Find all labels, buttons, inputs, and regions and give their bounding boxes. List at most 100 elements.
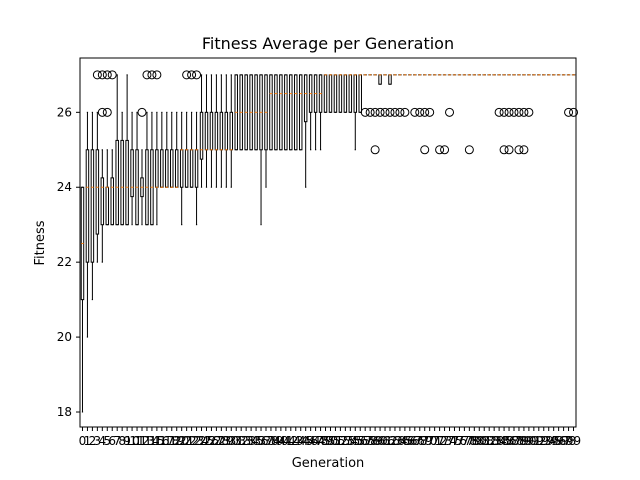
chart-title: Fitness Average per Generation xyxy=(202,34,454,53)
box-gen-84 xyxy=(494,74,504,117)
outlier-point xyxy=(97,107,107,117)
x-tick-label: 28 xyxy=(214,434,229,448)
box-gen-10 xyxy=(130,111,134,226)
x-tick-label: 62 xyxy=(382,434,397,448)
box-gen-20 xyxy=(179,111,184,226)
outlier-point xyxy=(400,107,410,117)
x-tick-label: 47 xyxy=(308,434,323,448)
box-gen-70 xyxy=(425,74,435,117)
x-tick-label: 84 xyxy=(491,434,506,448)
box-gen-18 xyxy=(170,111,174,188)
x-tick-label: 94 xyxy=(541,434,556,448)
box-gen-50 xyxy=(328,74,333,113)
outlier-point xyxy=(360,107,370,117)
outlier-point xyxy=(102,70,112,80)
box-gen-13 xyxy=(142,70,152,226)
outlier-point xyxy=(410,107,420,117)
outlier-point xyxy=(519,145,529,155)
box-gen-37 xyxy=(264,74,268,188)
x-tick-label: 90 xyxy=(521,434,536,448)
x-tick-label: 70 xyxy=(422,434,437,448)
box-gen-54 xyxy=(348,74,353,113)
box-gen-58 xyxy=(365,74,375,117)
box-gen-62 xyxy=(385,74,395,117)
outlier-point xyxy=(514,145,524,155)
outlier-point xyxy=(375,107,385,117)
box-gen-7 xyxy=(115,74,119,226)
x-tick-label: 86 xyxy=(501,434,516,448)
x-tick-label: 3 xyxy=(94,434,102,448)
x-tick-label: 48 xyxy=(313,434,328,448)
box-gen-27 xyxy=(214,74,219,188)
x-tick-label: 32 xyxy=(234,434,249,448)
outlier-point xyxy=(464,145,474,155)
box-body xyxy=(298,74,303,151)
box-gen-30 xyxy=(229,74,234,188)
x-tick-label: 77 xyxy=(457,434,472,448)
x-tick-label: 92 xyxy=(531,434,546,448)
box-gen-3 xyxy=(92,70,102,263)
x-tick-label: 0 xyxy=(79,434,87,448)
x-tick-label: 82 xyxy=(482,434,497,448)
x-tick-label: 81 xyxy=(477,434,492,448)
x-tick-label: 18 xyxy=(164,434,179,448)
box-gen-73 xyxy=(440,74,450,155)
x-tick-label: 98 xyxy=(561,434,576,448)
box-body xyxy=(289,74,293,151)
x-tick-label: 58 xyxy=(363,434,378,448)
box-gen-48 xyxy=(318,74,323,151)
box-gen-14 xyxy=(147,70,157,226)
box-gen-21 xyxy=(182,70,192,188)
x-tick-label: 10 xyxy=(124,434,139,448)
outlier-point xyxy=(107,70,117,80)
box-gen-28 xyxy=(219,74,224,188)
box-gen-16 xyxy=(160,111,164,188)
x-tick-label: 11 xyxy=(129,434,144,448)
x-tick-label: 85 xyxy=(496,434,511,448)
box-gen-25 xyxy=(204,74,209,188)
x-tick-label: 26 xyxy=(204,434,219,448)
x-tick-label: 95 xyxy=(546,434,561,448)
box-gen-35 xyxy=(254,74,258,151)
y-tick-label: 22 xyxy=(57,255,72,269)
outlier-point xyxy=(435,145,445,155)
outlier-point xyxy=(380,107,390,117)
box-body xyxy=(120,139,124,226)
x-tick-label: 33 xyxy=(239,434,254,448)
y-tick-label: 20 xyxy=(57,330,72,344)
box-gen-17 xyxy=(165,111,169,188)
box-gen-78 xyxy=(464,74,474,155)
box-body xyxy=(95,149,100,235)
x-tick-label: 23 xyxy=(189,434,204,448)
box-gen-1 xyxy=(85,111,90,338)
box-gen-88 xyxy=(514,74,524,155)
box-gen-57 xyxy=(360,74,370,117)
box-body xyxy=(130,149,134,198)
box-gen-40 xyxy=(279,74,283,151)
box-body xyxy=(199,111,204,160)
box-gen-9 xyxy=(125,74,129,226)
y-tick-label: 24 xyxy=(57,180,72,194)
box-gen-33 xyxy=(244,74,248,151)
outlier-point xyxy=(142,70,152,80)
box-gen-90 xyxy=(524,74,534,117)
box-gen-60 xyxy=(375,74,385,117)
x-tick-label: 71 xyxy=(427,434,442,448)
box-gen-15 xyxy=(152,70,162,226)
x-tick-label: 41 xyxy=(278,434,293,448)
x-tick-label: 37 xyxy=(258,434,273,448)
box-gen-45 xyxy=(303,74,308,188)
outlier-point xyxy=(370,107,380,117)
box-gen-11 xyxy=(135,111,139,226)
x-tick-label: 45 xyxy=(298,434,313,448)
x-tick-label: 44 xyxy=(293,434,308,448)
x-tick-label: 43 xyxy=(288,434,303,448)
x-tick-label: 25 xyxy=(199,434,214,448)
x-tick-label: 76 xyxy=(452,434,467,448)
box-body xyxy=(274,74,278,151)
box-gen-89 xyxy=(519,74,529,155)
outlier-point xyxy=(440,145,450,155)
box-gen-6 xyxy=(107,70,117,226)
outlier-point xyxy=(420,107,430,117)
